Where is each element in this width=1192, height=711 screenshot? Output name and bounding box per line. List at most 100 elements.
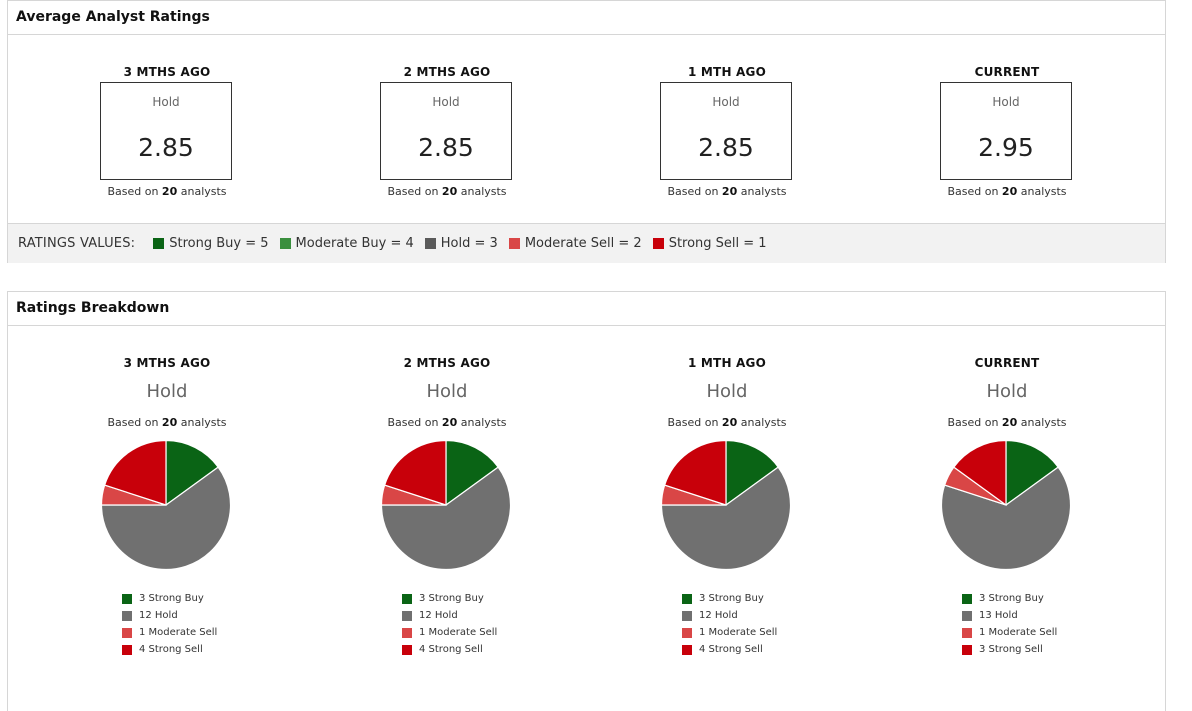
- legend-swatch: [682, 627, 692, 638]
- rating-score: 2.85: [138, 133, 194, 162]
- based-on-text: Based on 20 analysts: [107, 416, 227, 429]
- legend-item: 4 Strong Sell: [122, 641, 217, 658]
- legend-label: 3 Strong Buy: [139, 593, 204, 604]
- ratings-value-moderate-sell: Moderate Sell = 2: [508, 236, 642, 251]
- slice-strong-sell[interactable]: [663, 439, 727, 506]
- ratings-breakdown-title: Ratings Breakdown: [8, 292, 1165, 326]
- rating-box: Hold 2.85: [380, 82, 512, 180]
- legend-item: 4 Strong Sell: [682, 641, 777, 658]
- period-title: 1 MTH AGO: [687, 65, 766, 79]
- legend-item: 1 Moderate Sell: [682, 624, 777, 641]
- legend-swatch: [122, 627, 132, 638]
- legend-label: 12 Hold: [419, 610, 458, 621]
- pie-legend: 3 Strong Buy 12 Hold 1 Moderate Sell 4 Stro…: [682, 590, 777, 658]
- analyst-count: 20: [1001, 185, 1018, 198]
- rating-label: Hold: [992, 95, 1020, 109]
- legend-label: 3 Strong Sell: [979, 644, 1043, 655]
- rating-label: Hold: [712, 95, 740, 109]
- swatch: [652, 238, 664, 249]
- legend-label: 1 Moderate Sell: [139, 627, 218, 638]
- legend-label: 3 Strong Buy: [419, 593, 484, 604]
- legend-item: 1 Moderate Sell: [402, 624, 497, 641]
- legend-label: 4 Strong Sell: [139, 644, 203, 655]
- based-on-text: Based on 20 analysts: [947, 185, 1067, 198]
- slice-hold[interactable]: [100, 466, 232, 571]
- slice-strong-buy[interactable]: [725, 439, 780, 507]
- slice-strong-sell[interactable]: [103, 439, 167, 506]
- legend-item: 3 Strong Buy: [122, 590, 217, 607]
- swatch: [424, 238, 436, 249]
- legend-swatch: [402, 627, 412, 638]
- slice-hold[interactable]: [660, 466, 792, 571]
- swatch: [279, 238, 291, 249]
- rating-box: Hold 2.95: [940, 82, 1072, 180]
- legend-swatch: [682, 593, 692, 604]
- pie-chart: [100, 439, 232, 571]
- rating-label: Hold: [152, 95, 180, 109]
- slice-strong-sell[interactable]: [383, 439, 447, 506]
- based-on-text: Based on 20 analysts: [667, 416, 787, 429]
- analyst-count: 20: [161, 416, 178, 429]
- legend-swatch: [682, 644, 692, 655]
- legend-label: 1 Moderate Sell: [419, 627, 498, 638]
- rating-score: 2.85: [698, 133, 754, 162]
- legend-label: 12 Hold: [699, 610, 738, 621]
- legend-item: 3 Strong Buy: [682, 590, 777, 607]
- legend-item: 3 Strong Buy: [962, 590, 1057, 607]
- legend-item: 13 Hold: [962, 607, 1057, 624]
- slice-strong-buy[interactable]: [165, 439, 220, 507]
- legend-label: 4 Strong Sell: [699, 644, 763, 655]
- swatch: [153, 238, 165, 249]
- average-ratings-title: Average Analyst Ratings: [8, 1, 1165, 35]
- based-on-text: Based on 20 analysts: [107, 185, 227, 198]
- slice-strong-buy[interactable]: [445, 439, 500, 507]
- analyst-count: 20: [161, 185, 178, 198]
- rating-label: Hold: [432, 95, 460, 109]
- period-title: 2 MTHS AGO: [403, 65, 491, 79]
- consensus-label: Hold: [706, 381, 748, 402]
- period-title: CURRENT: [974, 356, 1040, 370]
- ratings-value-moderate-buy: Moderate Buy = 4: [279, 236, 414, 251]
- ratings-breakdown-panel: Ratings Breakdown 3 MTHS AGO Hold Based …: [7, 291, 1166, 711]
- rating-box: Hold 2.85: [660, 82, 792, 180]
- analyst-count: 20: [441, 416, 458, 429]
- legend-swatch: [122, 610, 132, 621]
- rating-score: 2.95: [978, 133, 1034, 162]
- swatch: [508, 238, 520, 249]
- ratings-value-strong-sell: Strong Sell = 1: [652, 236, 767, 251]
- based-on-text: Based on 20 analysts: [947, 416, 1067, 429]
- pie-legend: 3 Strong Buy 13 Hold 1 Moderate Sell 3 Stro…: [962, 590, 1057, 658]
- legend-label: 4 Strong Sell: [419, 644, 483, 655]
- legend-item: 3 Strong Buy: [402, 590, 497, 607]
- based-on-text: Based on 20 analysts: [387, 416, 507, 429]
- pie-chart: [940, 439, 1072, 571]
- period-title: 1 MTH AGO: [687, 356, 766, 370]
- analyst-count: 20: [1001, 416, 1018, 429]
- legend-item: 12 Hold: [402, 607, 497, 624]
- consensus-label: Hold: [986, 381, 1028, 402]
- legend-item: 4 Strong Sell: [402, 641, 497, 658]
- slice-hold[interactable]: [940, 466, 1072, 571]
- pie-chart: [380, 439, 512, 571]
- ratings-value-strong-buy: Strong Buy = 5: [153, 236, 269, 251]
- ratings-value-hold: Hold = 3: [424, 236, 498, 251]
- consensus-label: Hold: [146, 381, 188, 402]
- legend-item: 1 Moderate Sell: [122, 624, 217, 641]
- legend-swatch: [962, 627, 972, 638]
- ratings-values-title: RATINGS VALUES:: [18, 236, 136, 251]
- legend-label: 13 Hold: [979, 610, 1018, 621]
- legend-label: 3 Strong Buy: [699, 593, 764, 604]
- average-ratings-panel: Average Analyst Ratings 3 MTHS AGO Hold …: [7, 0, 1166, 263]
- period-title: CURRENT: [974, 65, 1040, 79]
- pie-chart: [660, 439, 792, 571]
- legend-swatch: [402, 593, 412, 604]
- period-title: 2 MTHS AGO: [403, 356, 491, 370]
- slice-hold[interactable]: [380, 466, 512, 571]
- legend-swatch: [682, 610, 692, 621]
- legend-swatch: [962, 593, 972, 604]
- slice-strong-buy[interactable]: [1005, 439, 1060, 507]
- pie-legend: 3 Strong Buy 12 Hold 1 Moderate Sell 4 Stro…: [122, 590, 217, 658]
- legend-item: 12 Hold: [122, 607, 217, 624]
- slice-strong-sell[interactable]: [952, 439, 1007, 507]
- legend-swatch: [962, 610, 972, 621]
